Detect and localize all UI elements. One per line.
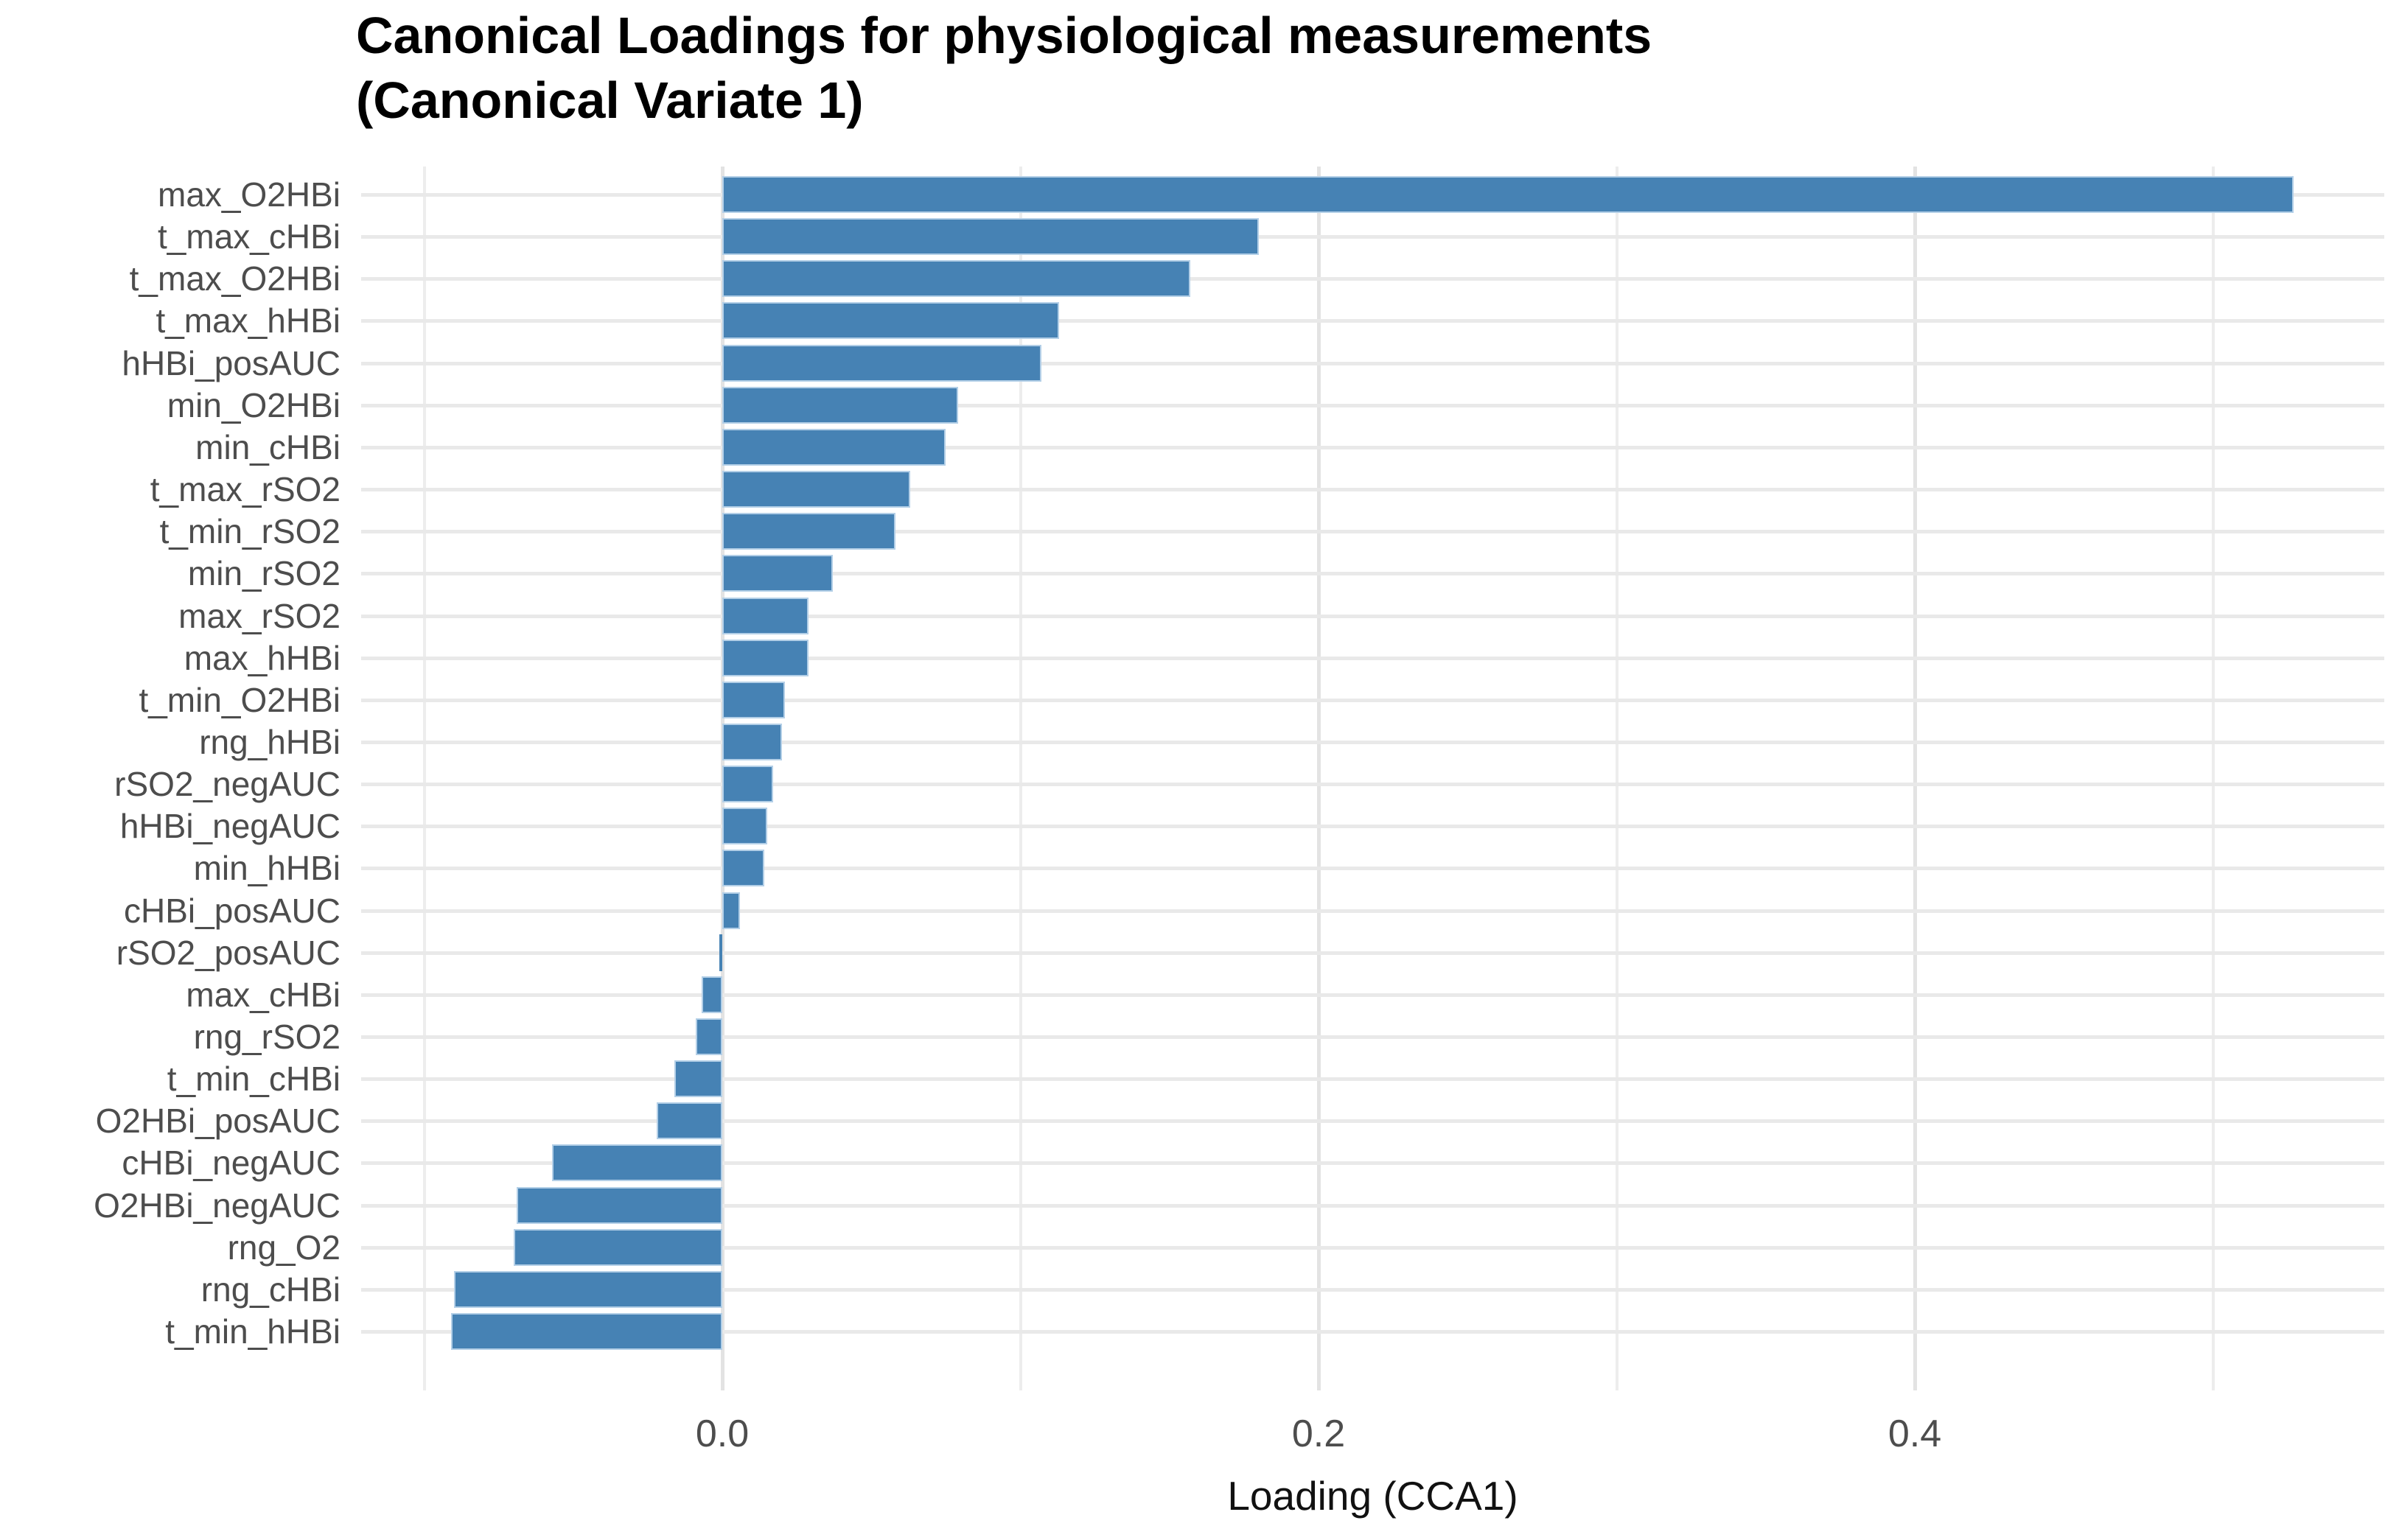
gridline-vertical-minor xyxy=(1615,167,1618,1390)
bar-t_max_cHBi xyxy=(722,218,1260,256)
y-axis-label-t_max_rSO2: t_max_rSO2 xyxy=(150,470,341,509)
bar-hHBi_posAUC xyxy=(722,344,1041,382)
gridline-vertical-minor xyxy=(1019,167,1022,1390)
bar-rSO2_negAUC xyxy=(722,766,773,803)
bar-t_min_cHBi xyxy=(674,1060,722,1098)
gridline-horizontal xyxy=(361,572,2384,576)
gridline-horizontal xyxy=(361,993,2384,997)
y-axis-label-rng_hHBi: rng_hHBi xyxy=(199,722,341,761)
bar-min_cHBi xyxy=(722,428,946,466)
y-axis-label-rng_O2: rng_O2 xyxy=(227,1228,341,1267)
gridline-horizontal xyxy=(361,1203,2384,1208)
gridline-horizontal xyxy=(361,825,2384,829)
gridline-horizontal xyxy=(361,1119,2384,1124)
bar-rng_O2 xyxy=(513,1228,722,1266)
y-axis-label-min_cHBi: min_cHBi xyxy=(195,427,341,466)
y-axis-label-t_min_O2HBi: t_min_O2HBi xyxy=(139,680,341,719)
gridline-horizontal xyxy=(361,403,2384,407)
bar-max_hHBi xyxy=(722,639,809,676)
bar-O2HBi_posAUC xyxy=(657,1102,722,1140)
y-axis-label-max_O2HBi: max_O2HBi xyxy=(158,175,341,214)
gridline-horizontal xyxy=(361,319,2384,323)
chart-title: Canonical Loadings for physiological mea… xyxy=(356,7,1652,129)
gridline-horizontal xyxy=(361,530,2384,534)
y-axis-label-cHBi_posAUC: cHBi_posAUC xyxy=(124,891,341,930)
gridline-horizontal xyxy=(361,951,2384,955)
gridline-horizontal xyxy=(361,867,2384,871)
y-axis-label-min_O2HBi: min_O2HBi xyxy=(167,385,341,424)
bar-t_max_hHBi xyxy=(722,302,1060,340)
gridline-horizontal xyxy=(361,1035,2384,1039)
gridline-horizontal xyxy=(361,614,2384,618)
y-axis-label-t_max_hHBi: t_max_hHBi xyxy=(156,301,341,340)
bar-t_max_O2HBi xyxy=(722,260,1191,298)
y-axis-label-min_rSO2: min_rSO2 xyxy=(187,554,341,593)
y-axis-label-t_min_hHBi: t_min_hHBi xyxy=(165,1312,341,1351)
bar-t_min_rSO2 xyxy=(722,513,895,550)
y-axis-label-hHBi_posAUC: hHBi_posAUC xyxy=(122,343,341,382)
gridline-horizontal xyxy=(361,656,2384,660)
y-axis-label-rng_cHBi: rng_cHBi xyxy=(200,1270,341,1309)
gridline-horizontal xyxy=(361,1330,2384,1334)
bar-cHBi_negAUC xyxy=(552,1144,722,1182)
bar-t_min_O2HBi xyxy=(722,681,785,718)
y-axis-labels: max_O2HBi t_max_cHBi t_max_O2HBi t_max_hHBi… xyxy=(0,167,341,1390)
bar-rSO2_posAUC xyxy=(719,934,722,971)
y-axis-label-min_hHBi: min_hHBi xyxy=(193,849,341,888)
gridline-vertical-major xyxy=(1913,167,1917,1390)
y-axis-label-t_max_cHBi: t_max_cHBi xyxy=(158,217,341,256)
x-axis-title: Loading (CCA1) xyxy=(1227,1473,1518,1519)
bar-rng_rSO2 xyxy=(695,1018,722,1055)
gridline-horizontal xyxy=(361,235,2384,239)
gridline-horizontal xyxy=(361,1245,2384,1250)
gridline-horizontal xyxy=(361,783,2384,787)
gridline-horizontal xyxy=(361,488,2384,492)
x-tick-label-0.0: 0.0 xyxy=(695,1413,750,1455)
gridline-vertical-minor xyxy=(2211,167,2215,1390)
gridline-horizontal xyxy=(361,740,2384,744)
y-axis-label-max_hHBi: max_hHBi xyxy=(184,638,341,677)
y-axis-label-t_min_cHBi: t_min_cHBi xyxy=(167,1060,341,1099)
gridline-horizontal xyxy=(361,1287,2384,1292)
gridline-horizontal xyxy=(361,909,2384,913)
bar-t_min_hHBi xyxy=(450,1313,722,1351)
x-tick-label-0.2: 0.2 xyxy=(1291,1413,1346,1455)
y-axis-label-rSO2_negAUC: rSO2_negAUC xyxy=(114,765,341,804)
x-tick-label-0.4: 0.4 xyxy=(1888,1413,1942,1455)
gridline-horizontal xyxy=(361,445,2384,449)
bar-rng_hHBi xyxy=(722,723,782,760)
bar-cHBi_posAUC xyxy=(722,892,741,929)
y-axis-label-rSO2_posAUC: rSO2_posAUC xyxy=(116,933,341,972)
y-axis-label-t_max_O2HBi: t_max_O2HBi xyxy=(129,259,341,298)
y-axis-label-rng_rSO2: rng_rSO2 xyxy=(193,1018,341,1056)
y-axis-label-hHBi_negAUC: hHBi_negAUC xyxy=(119,807,341,846)
gridline-vertical-major xyxy=(1317,167,1321,1390)
plot-panel xyxy=(361,167,2384,1390)
bar-t_max_rSO2 xyxy=(722,471,910,508)
bar-hHBi_negAUC xyxy=(722,808,767,845)
gridline-vertical-minor xyxy=(422,167,426,1390)
y-axis-label-O2HBi_posAUC: O2HBi_posAUC xyxy=(95,1102,341,1141)
bar-max_rSO2 xyxy=(722,597,809,634)
bar-min_O2HBi xyxy=(722,386,958,424)
y-axis-label-max_rSO2: max_rSO2 xyxy=(178,596,341,635)
gridline-horizontal xyxy=(361,1077,2384,1082)
bar-max_cHBi xyxy=(701,976,722,1013)
bar-rng_cHBi xyxy=(453,1270,722,1308)
bar-O2HBi_negAUC xyxy=(516,1186,722,1224)
y-axis-label-t_min_rSO2: t_min_rSO2 xyxy=(159,512,341,551)
gridline-horizontal xyxy=(361,1161,2384,1166)
y-axis-label-max_cHBi: max_cHBi xyxy=(186,975,341,1014)
bar-max_O2HBi xyxy=(722,176,2294,213)
gridline-horizontal xyxy=(361,277,2384,281)
y-axis-label-O2HBi_negAUC: O2HBi_negAUC xyxy=(94,1186,341,1225)
y-axis-label-cHBi_negAUC: cHBi_negAUC xyxy=(122,1144,341,1183)
bar-min_rSO2 xyxy=(722,555,833,592)
gridline-horizontal xyxy=(361,698,2384,702)
gridline-horizontal xyxy=(361,361,2384,365)
bar-min_hHBi xyxy=(722,850,764,887)
